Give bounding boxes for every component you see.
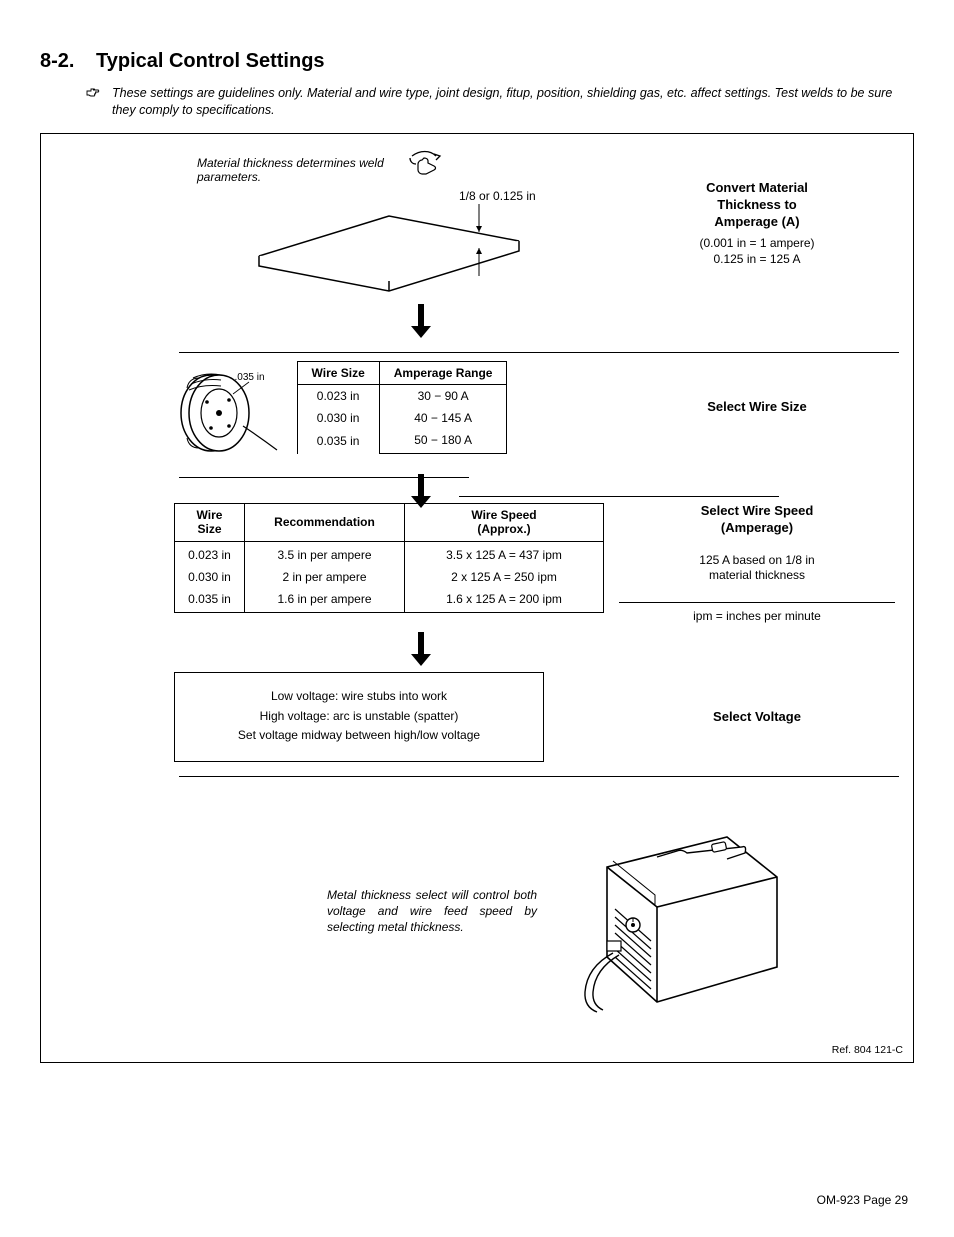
wire-th-size: Wire Size: [297, 362, 379, 385]
arrow-down-icon: [409, 632, 433, 666]
note-text: These settings are guidelines only. Mate…: [112, 85, 914, 119]
heading-number: 8-2.: [40, 50, 96, 73]
page: 8-2.Typical Control Settings These setti…: [0, 0, 954, 1237]
plate-diagram: [239, 186, 539, 306]
material-text: Material thickness determines weld param…: [197, 156, 407, 184]
arrow-down-icon: [409, 304, 433, 338]
pointing-hand-icon: [86, 87, 106, 101]
wire-size-table: Wire Size Amperage Range 0.023 in30 − 90…: [297, 361, 508, 454]
convert-lines: (0.001 in = 1 ampere) 0.125 in = 125 A: [619, 236, 895, 267]
note-row: These settings are guidelines only. Mate…: [40, 85, 914, 119]
select-voltage-title: Select Voltage: [619, 709, 895, 726]
content-frame: Material thickness determines weld param…: [40, 133, 914, 1063]
separator-line: [179, 776, 899, 777]
reference-number: Ref. 804 121-C: [832, 1044, 903, 1056]
spool-label: .035 in: [235, 372, 265, 383]
welder-text: Metal thickness select will control both…: [327, 888, 537, 935]
select-wire-title: Select Wire Size: [619, 399, 895, 416]
separator-short: [459, 496, 779, 497]
section-heading: 8-2.Typical Control Settings: [40, 50, 914, 73]
page-footer: OM-923 Page 29: [40, 1193, 914, 1207]
heading-title: Typical Control Settings: [96, 50, 325, 72]
wire-spool-icon: .035 in: [171, 358, 281, 458]
wire-th-amp: Amperage Range: [379, 362, 507, 385]
welder-machine-icon: [547, 807, 787, 1017]
convert-title: Convert Material Thickness to Amperage (…: [619, 180, 895, 231]
voltage-box: Low voltage: wire stubs into work High v…: [174, 672, 544, 762]
wire-speed-table: WireSize Recommendation Wire Speed(Appro…: [174, 503, 604, 613]
select-speed-title: Select Wire Speed (Amperage): [619, 503, 895, 537]
